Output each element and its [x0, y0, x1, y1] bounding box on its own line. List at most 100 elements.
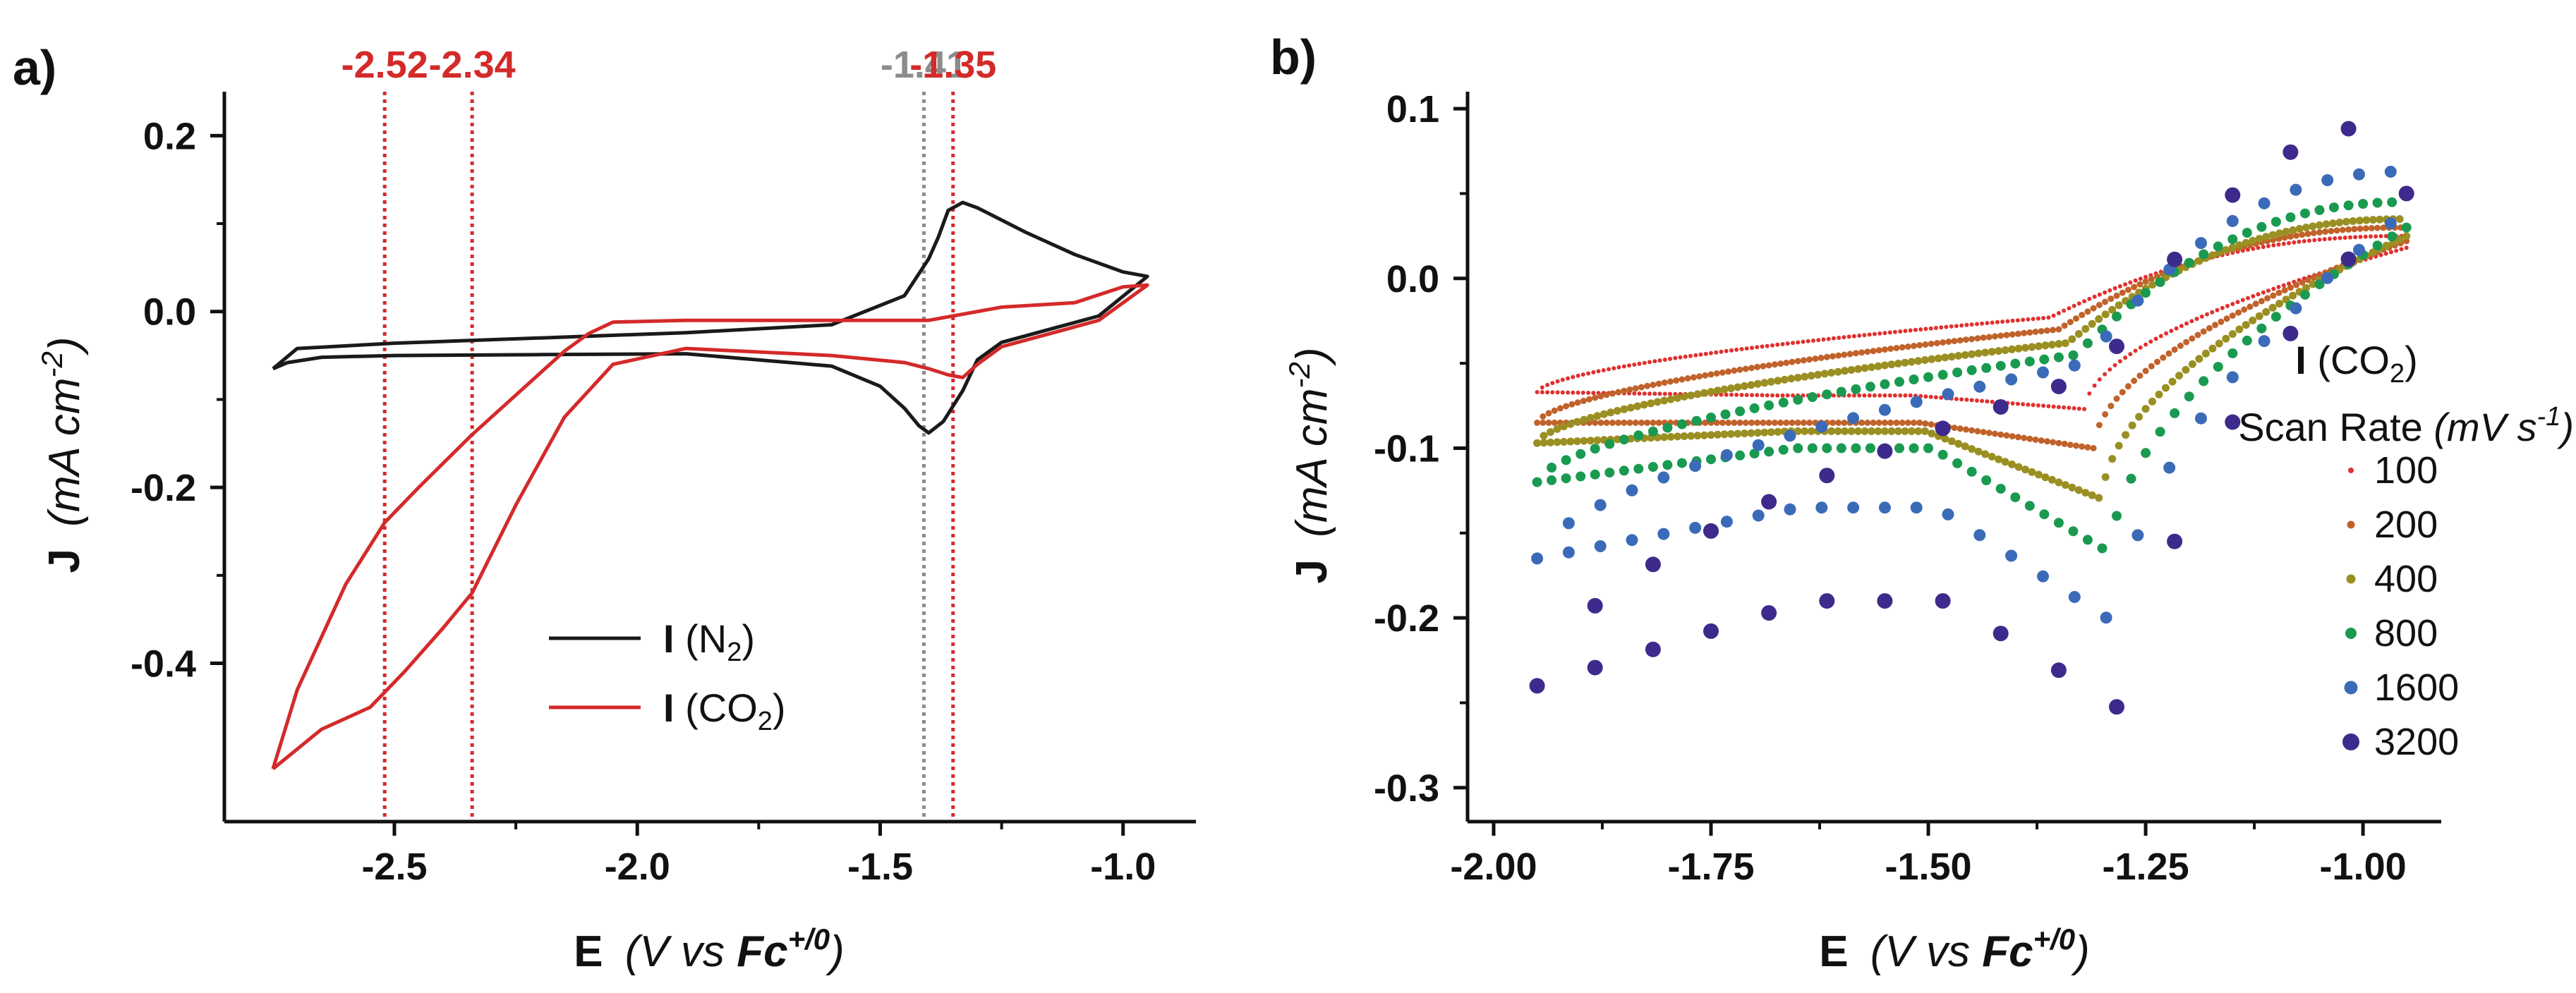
b-data-point [1753, 379, 1762, 388]
b-data-point [1748, 419, 1755, 426]
b-data-point [1827, 427, 1836, 435]
b-data-point [1969, 398, 1974, 403]
b-data-point [2067, 406, 2072, 410]
b-data-point [2383, 251, 2388, 256]
b-data-point [1887, 427, 1896, 435]
b-data-point [1995, 347, 2003, 355]
b-data-point [1861, 427, 1869, 435]
b-data-point [2300, 289, 2310, 300]
a-series-line [271, 283, 1149, 771]
b-data-point [2271, 286, 2276, 291]
b-data-point [2317, 237, 2322, 242]
b-data-point [2275, 300, 2284, 307]
b-data-point [1647, 391, 1652, 396]
b-data-point [2255, 312, 2263, 320]
b-data-point [2133, 278, 2138, 283]
b-data-point [1969, 322, 1974, 327]
b-data-point [1760, 428, 1769, 437]
b-data-point [2394, 248, 2399, 253]
b-data-point [1789, 358, 1796, 365]
b-data-point [1847, 412, 1860, 425]
b-data-point [1720, 409, 1731, 420]
b-data-point [2005, 373, 2018, 386]
b-data-point [2148, 339, 2153, 344]
b-data-point [2287, 233, 2294, 240]
b-data-point [1749, 449, 1760, 459]
a-legend-label-sub: 2 [727, 638, 742, 667]
b-data-point [2387, 197, 2397, 207]
a-vline-label: -1.35 [909, 44, 996, 86]
b-data-point [1794, 427, 1802, 435]
b-data-point [1877, 593, 1893, 609]
b-data-point [1939, 325, 1944, 330]
b-data-point [1586, 437, 1595, 445]
b-data-point [2155, 390, 2163, 398]
b-data-point [1566, 376, 1571, 381]
b-data-point [1944, 324, 1949, 329]
b-data-point [1807, 443, 1818, 453]
b-data-point [1592, 394, 1599, 401]
b-data-point [1609, 419, 1616, 426]
b-data-point [1949, 324, 1954, 329]
b-data-point [1939, 395, 1944, 400]
b-data-point [1851, 334, 1856, 339]
b-data-point [1689, 460, 1702, 473]
b-data-point [1713, 370, 1720, 377]
b-data-point [2175, 372, 2183, 380]
b-data-point [1668, 356, 1672, 361]
b-data-point [2316, 229, 2323, 236]
b-data-point [2056, 311, 2061, 315]
b-data-point [1703, 351, 1708, 356]
a-y-tick-label: 0.0 [143, 291, 196, 334]
b-data-point [2387, 231, 2397, 242]
b-data-point [1819, 593, 1835, 609]
b-legend-marker [2348, 468, 2354, 473]
b-data-point [2122, 431, 2130, 439]
b-data-point [1615, 419, 1622, 426]
b-data-point [2108, 403, 2115, 410]
b-data-point [2384, 217, 2397, 230]
b-data-point [2276, 242, 2281, 247]
a-x-axis-label: E (V vs Fc+/0) [574, 922, 845, 976]
b-data-point [2314, 279, 2325, 290]
b-data-point [1765, 343, 1770, 348]
b-data-point [1841, 427, 1849, 435]
b-data-point [1993, 399, 2009, 415]
b-data-point [2138, 276, 2143, 281]
b-x-tick-label: -1.75 [1667, 846, 1754, 888]
b-data-point [1764, 446, 1774, 457]
b-data-point [2109, 339, 2124, 355]
b-data-point [2199, 249, 2209, 260]
b-data-point [1851, 384, 1861, 394]
a-series-line [272, 200, 1149, 435]
b-data-point [2024, 501, 2035, 511]
b-data-point [2258, 298, 2265, 305]
b-data-point [1587, 659, 1603, 676]
b-data-point [2043, 438, 2050, 445]
a-y-tick-label: -0.4 [131, 643, 196, 686]
b-data-point [2081, 324, 2090, 333]
b-data-point [2133, 348, 2138, 353]
b-data-point [2333, 236, 2338, 240]
b-data-point [1540, 419, 1547, 426]
b-data-point [2061, 322, 2068, 329]
b-data-point [2084, 308, 2091, 315]
b-data-point [1719, 392, 1724, 397]
b-data-point [2034, 470, 2043, 479]
b-data-point [1594, 540, 1607, 552]
b-data-point [1878, 501, 1891, 514]
b-data-point [1561, 473, 1571, 484]
b-data-point [1540, 385, 1544, 390]
b-data-point [1861, 364, 1869, 372]
b-data-point [2282, 144, 2299, 160]
b-data-point [1593, 436, 1602, 444]
b-data-point [1571, 390, 1576, 395]
b-data-point [2275, 229, 2284, 238]
b-data-point [1785, 393, 1790, 398]
b-data-point [1702, 372, 1709, 379]
b-data-point [1580, 437, 1588, 445]
b-data-point [1752, 439, 1765, 451]
b-data-point [1801, 393, 1806, 398]
b-data-point [1961, 351, 1969, 359]
b-data-point [2153, 336, 2158, 341]
